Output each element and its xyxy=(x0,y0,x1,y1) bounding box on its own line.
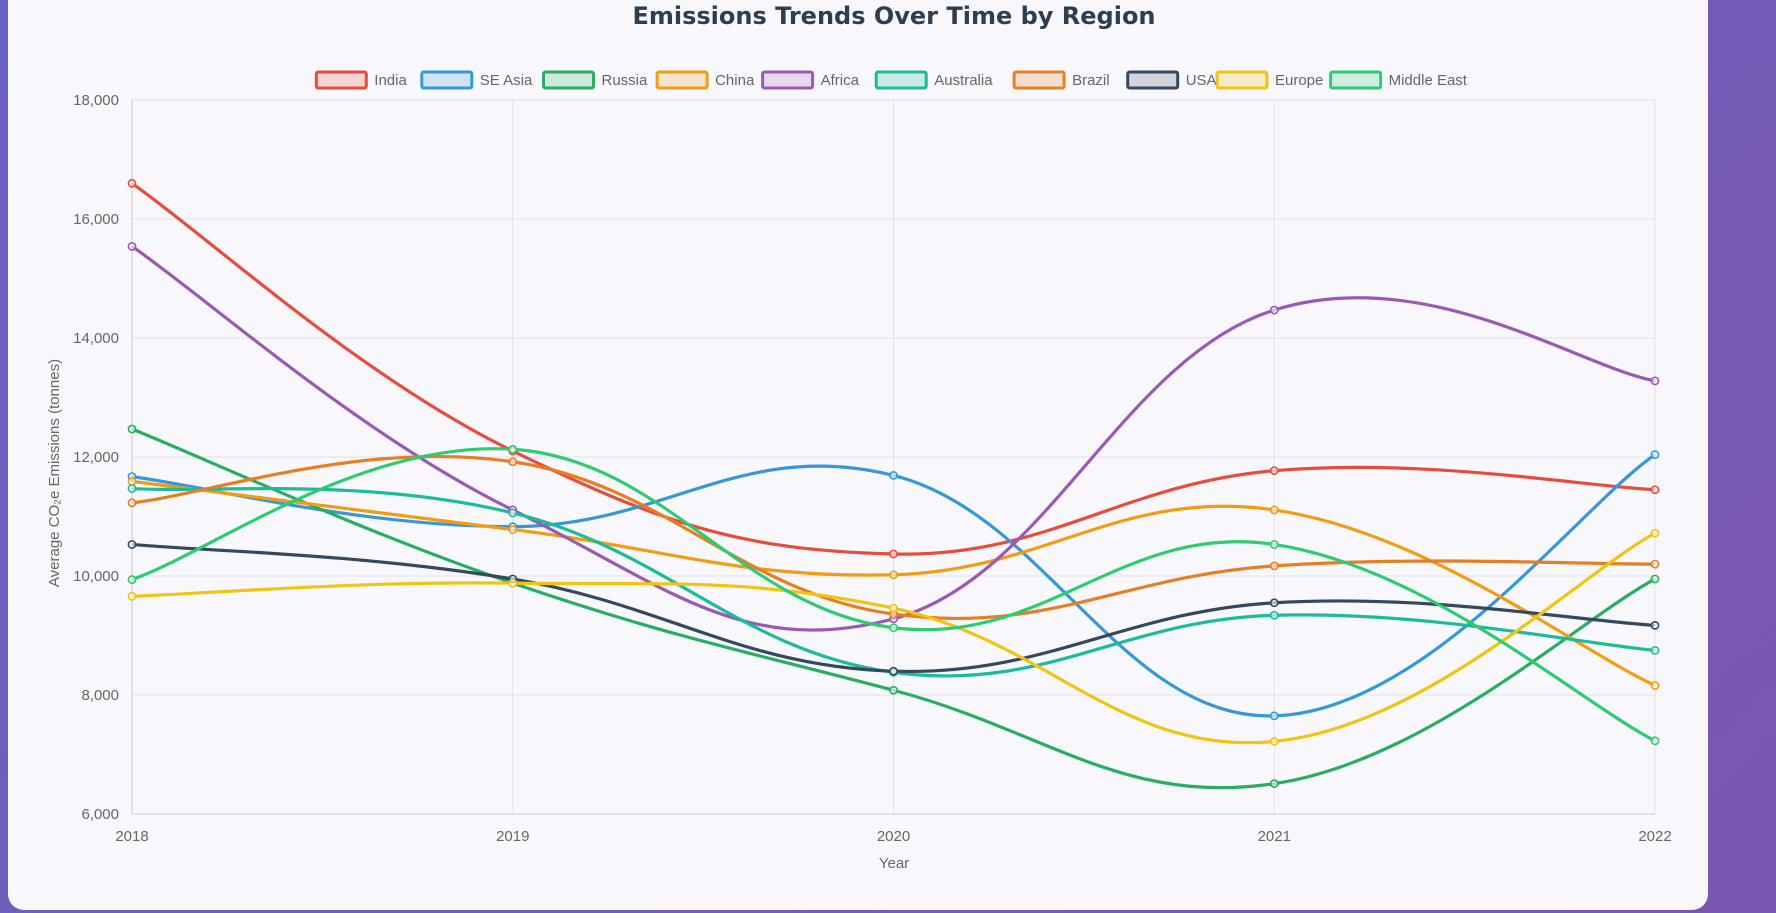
y-tick-label: 10,000 xyxy=(73,568,119,585)
legend-label: Middle East xyxy=(1389,72,1468,89)
legend-label: Brazil xyxy=(1072,72,1110,89)
y-tick-label: 12,000 xyxy=(73,449,119,466)
legend-item-india[interactable]: India xyxy=(314,70,407,90)
legend-label: Australia xyxy=(934,72,993,89)
data-point-china xyxy=(508,525,518,534)
data-point-europe xyxy=(508,578,518,588)
data-point-australia xyxy=(1650,645,1660,655)
y-axis-ticks: 6,000 8,000 10,000 12,000 14,000 16,000 18,000 xyxy=(73,92,119,823)
legend-label: Europe xyxy=(1275,72,1323,89)
x-tick-label: 2019 xyxy=(496,828,529,845)
legend-item-russia[interactable]: Russia xyxy=(542,70,649,90)
data-point-se-asia xyxy=(1650,450,1660,460)
legend-label: Russia xyxy=(602,72,649,89)
legend-swatch xyxy=(1126,70,1180,90)
data-point-middle-east xyxy=(889,623,898,633)
data-point-se-asia xyxy=(889,471,898,480)
data-point-australia xyxy=(1269,610,1279,620)
data-point-europe xyxy=(889,603,898,613)
data-point-india xyxy=(889,549,898,559)
data-point-russia xyxy=(889,685,898,695)
data-point-usa xyxy=(127,540,137,549)
data-point-africa xyxy=(127,241,137,251)
data-point-usa xyxy=(1650,620,1660,630)
legend-item-china[interactable]: China xyxy=(655,70,755,90)
chart-title: Emissions Trends Over Time by Region xyxy=(632,2,1156,30)
data-point-africa xyxy=(1269,305,1279,315)
chart-card xyxy=(8,0,1708,910)
legend-label: India xyxy=(374,72,407,89)
legend-item-usa[interactable]: USA xyxy=(1126,70,1217,90)
y-tick-label: 8,000 xyxy=(81,687,119,704)
y-tick-label: 16,000 xyxy=(73,211,119,228)
data-point-europe xyxy=(1650,528,1660,538)
x-tick-label: 2021 xyxy=(1258,828,1291,845)
series-points xyxy=(127,178,1660,789)
grid-lines xyxy=(131,99,1656,815)
data-point-india xyxy=(1650,485,1660,495)
legend-label: USA xyxy=(1186,72,1217,89)
data-point-india xyxy=(1269,466,1279,476)
data-point-europe xyxy=(127,591,137,601)
legend-item-australia[interactable]: Australia xyxy=(874,70,993,90)
legend-swatch xyxy=(1329,70,1383,90)
data-point-australia xyxy=(127,484,137,493)
legend-swatch xyxy=(420,70,474,90)
data-point-brazil xyxy=(127,498,137,508)
y-tick-label: 14,000 xyxy=(73,330,119,347)
y-tick-label: 6,000 xyxy=(81,806,119,823)
data-point-brazil xyxy=(1269,561,1279,571)
legend-swatch xyxy=(314,70,368,90)
data-point-china xyxy=(127,476,137,486)
data-point-russia xyxy=(1650,574,1660,584)
data-point-india xyxy=(127,178,137,188)
data-point-africa xyxy=(1650,376,1660,386)
x-tick-label: 2022 xyxy=(1638,828,1671,845)
data-point-china xyxy=(889,570,898,580)
legend-label: Africa xyxy=(821,72,860,89)
data-point-middle-east xyxy=(127,575,137,584)
data-point-china xyxy=(1269,505,1279,515)
legend-swatch xyxy=(874,70,928,90)
data-point-usa xyxy=(1269,598,1279,608)
y-tick-label: 18,000 xyxy=(73,92,119,109)
data-point-usa xyxy=(889,666,898,676)
data-point-australia xyxy=(508,508,518,518)
legend-item-se-asia[interactable]: SE Asia xyxy=(420,70,533,90)
series-line-europe xyxy=(131,531,1656,745)
x-tick-label: 2020 xyxy=(877,828,910,845)
data-point-se-asia xyxy=(1269,711,1279,721)
legend-swatch xyxy=(761,70,815,90)
legend-swatch xyxy=(655,70,709,90)
legend-item-brazil[interactable]: Brazil xyxy=(1012,70,1110,90)
legend-swatch xyxy=(1012,70,1066,90)
x-axis-ticks: 2018 2019 2020 2021 2022 xyxy=(115,828,1671,845)
data-point-russia xyxy=(1269,779,1279,789)
legend-item-africa[interactable]: Africa xyxy=(761,70,860,90)
x-tick-label: 2018 xyxy=(115,828,148,845)
data-point-middle-east xyxy=(508,444,518,454)
data-point-middle-east xyxy=(1650,736,1660,746)
x-axis-title: Year xyxy=(879,855,909,872)
legend-label: China xyxy=(715,72,755,89)
data-point-middle-east xyxy=(1269,540,1279,549)
legend-label: SE Asia xyxy=(480,72,533,89)
y-axis-title: Average CO₂e Emissions (tonnes) xyxy=(46,359,63,587)
legend: India SE Asia Russia China Africa Australia Br… xyxy=(314,70,1468,90)
legend-item-middle-east[interactable]: Middle East xyxy=(1329,70,1468,90)
legend-swatch xyxy=(542,70,595,90)
series-line-se-asia xyxy=(131,453,1656,718)
legend-item-europe[interactable]: Europe xyxy=(1215,70,1323,90)
data-point-europe xyxy=(1269,737,1279,746)
data-point-brazil xyxy=(1650,559,1660,569)
data-point-brazil xyxy=(508,457,518,467)
legend-swatch xyxy=(1215,70,1269,90)
data-point-russia xyxy=(127,424,137,434)
data-point-china xyxy=(1650,681,1660,690)
